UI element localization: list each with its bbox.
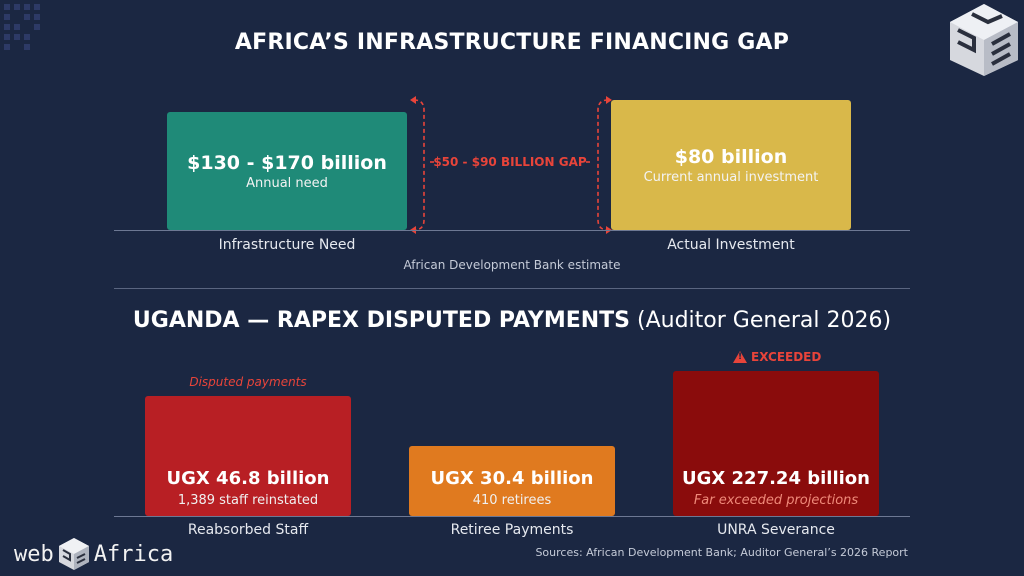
category-label-actual-investment: Actual Investment <box>667 237 795 253</box>
category-label-reabsorbed-staff: Reabsorbed Staff <box>187 522 309 538</box>
category-label-infrastructure-need: Infrastructure Need <box>218 237 356 253</box>
sources-footer: Sources: African Development Bank; Audit… <box>535 546 908 559</box>
gap-annotation: $50 - $90 BILLION GAP <box>433 155 587 169</box>
bar-sublabel: Current annual investment <box>643 169 819 185</box>
bar-sublabel: 1,389 staff reinstated <box>177 493 319 508</box>
bar-sublabel: 410 retirees <box>472 493 552 508</box>
bar-unra-severance: UGX 227.24 billion Far exceeded projecti… <box>673 371 879 516</box>
chart2-title-normal: (Auditor General 2026) <box>637 308 892 333</box>
bar-value-label: UGX 30.4 billion <box>430 468 594 489</box>
logo-text-africa: Africa <box>93 541 174 567</box>
bar-actual-investment: $80 billion Current annual investment <box>611 100 851 230</box>
web3-cube-logo-icon <box>950 4 1018 76</box>
bar-retiree-payments: UGX 30.4 billion 410 retirees <box>409 446 615 516</box>
web3-cube-small-icon <box>58 538 89 570</box>
bar-reabsorbed-staff: UGX 46.8 billion 1,389 staff reinstated <box>145 396 351 516</box>
chart1-title: AFRICA’S INFRASTRUCTURE FINANCING GAP <box>234 30 790 55</box>
source-note: African Development Bank estimate <box>403 258 621 272</box>
chart2-baseline <box>114 516 910 517</box>
chart1-baseline <box>114 230 910 231</box>
bar-sublabel: Far exceeded projections <box>693 493 859 508</box>
bar-value-label: UGX 227.24 billion <box>681 468 870 489</box>
exceeded-annotation: EXCEEDED <box>733 350 821 364</box>
webafrica-logo: web Africa <box>14 536 173 572</box>
bar-infrastructure-need: $130 - $170 billion Annual need <box>167 112 407 230</box>
disputed-payments-annotation: Disputed payments <box>189 375 307 389</box>
logo-text-web: web <box>14 541 54 567</box>
bar-value-label: $80 billion <box>674 145 788 168</box>
gap-bracket-arrows <box>410 96 612 234</box>
category-label-retiree-payments: Retiree Payments <box>450 522 574 538</box>
corner-pattern-icon <box>4 4 40 50</box>
bar-value-label: $130 - $170 billion <box>187 151 387 174</box>
section-divider <box>114 288 910 289</box>
category-label-unra-severance: UNRA Severance <box>717 522 835 538</box>
chart2-title-bold: UGANDA — RAPEX DISPUTED PAYMENTS <box>132 308 631 333</box>
warning-triangle-icon <box>733 351 747 363</box>
chart2-title: UGANDA — RAPEX DISPUTED PAYMENTS (Audito… <box>0 308 1024 333</box>
bar-value-label: UGX 46.8 billion <box>166 468 330 489</box>
exceeded-label: EXCEEDED <box>751 350 822 364</box>
bar-sublabel: Annual need <box>246 175 328 191</box>
